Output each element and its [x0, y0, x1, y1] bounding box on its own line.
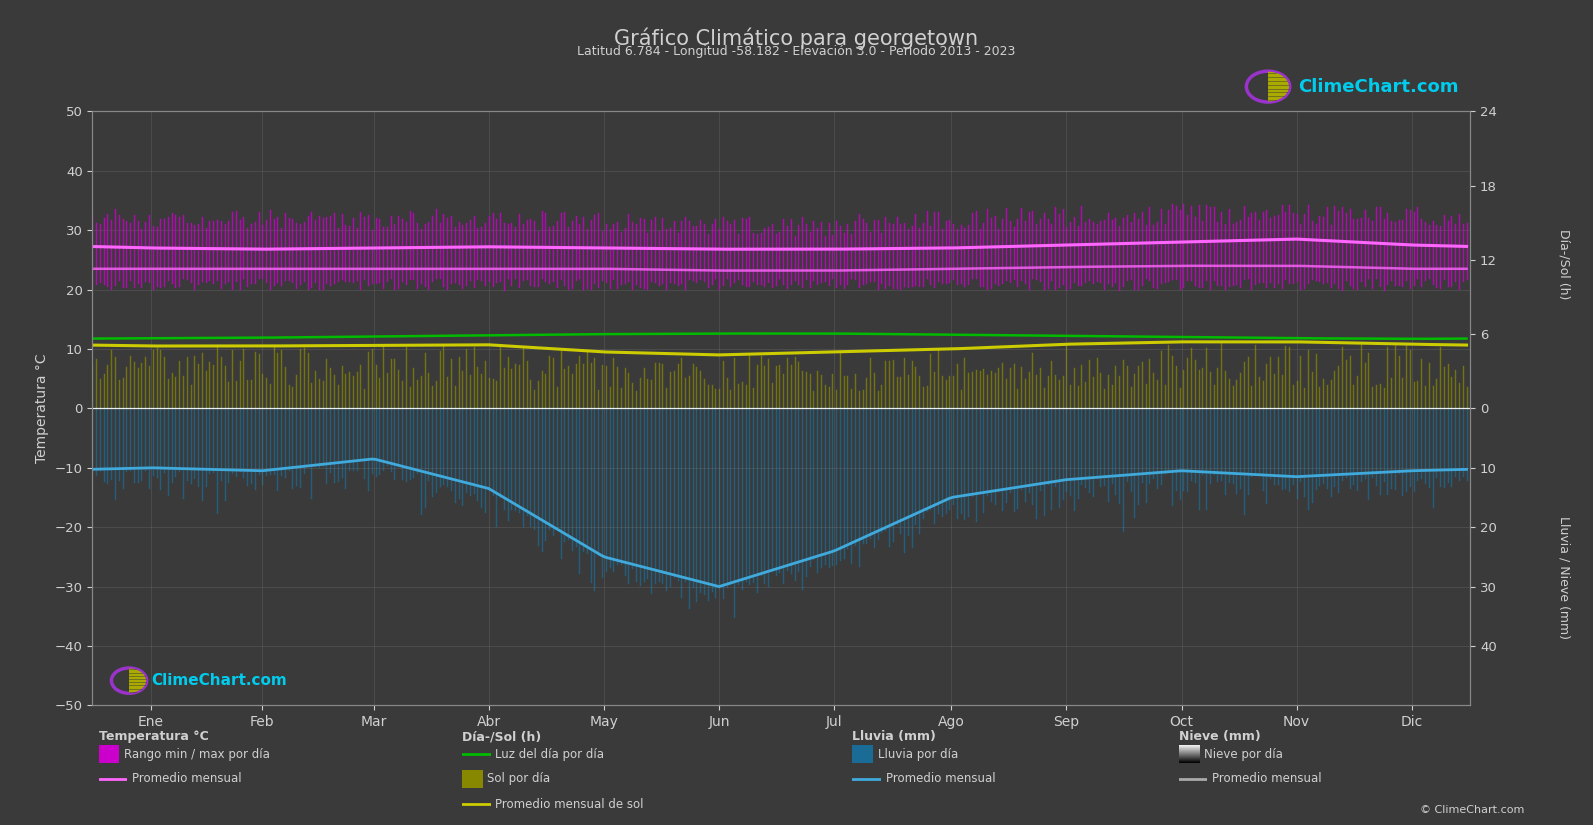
- Text: Promedio mensual: Promedio mensual: [132, 772, 242, 785]
- Text: Temperatura °C: Temperatura °C: [99, 730, 209, 743]
- Text: © ClimeChart.com: © ClimeChart.com: [1419, 805, 1525, 815]
- Text: Nieve (mm): Nieve (mm): [1179, 730, 1260, 743]
- Wedge shape: [1268, 72, 1289, 101]
- Text: Promedio mensual: Promedio mensual: [886, 772, 996, 785]
- Text: Día-/Sol (h): Día-/Sol (h): [1556, 229, 1571, 299]
- Text: Día-/Sol (h): Día-/Sol (h): [462, 730, 542, 743]
- Text: ClimeChart.com: ClimeChart.com: [1298, 78, 1459, 96]
- Text: Gráfico Climático para georgetown: Gráfico Climático para georgetown: [615, 27, 978, 49]
- Text: Latitud 6.784 - Longitud -58.182 - Elevación 3.0 - Periodo 2013 - 2023: Latitud 6.784 - Longitud -58.182 - Eleva…: [577, 45, 1016, 59]
- Text: Rango min / max por día: Rango min / max por día: [124, 747, 271, 761]
- Text: Lluvia / Nieve (mm): Lluvia / Nieve (mm): [1556, 516, 1571, 639]
- Text: Promedio mensual: Promedio mensual: [1212, 772, 1322, 785]
- Text: Nieve por día: Nieve por día: [1204, 747, 1284, 761]
- Text: Luz del día por día: Luz del día por día: [495, 747, 604, 761]
- Y-axis label: Temperatura °C: Temperatura °C: [35, 354, 49, 463]
- Text: Lluvia por día: Lluvia por día: [878, 747, 957, 761]
- Text: Sol por día: Sol por día: [487, 772, 551, 785]
- Text: Lluvia (mm): Lluvia (mm): [852, 730, 937, 743]
- Text: ClimeChart.com: ClimeChart.com: [151, 673, 287, 688]
- Wedge shape: [129, 668, 147, 693]
- Text: Promedio mensual de sol: Promedio mensual de sol: [495, 798, 644, 811]
